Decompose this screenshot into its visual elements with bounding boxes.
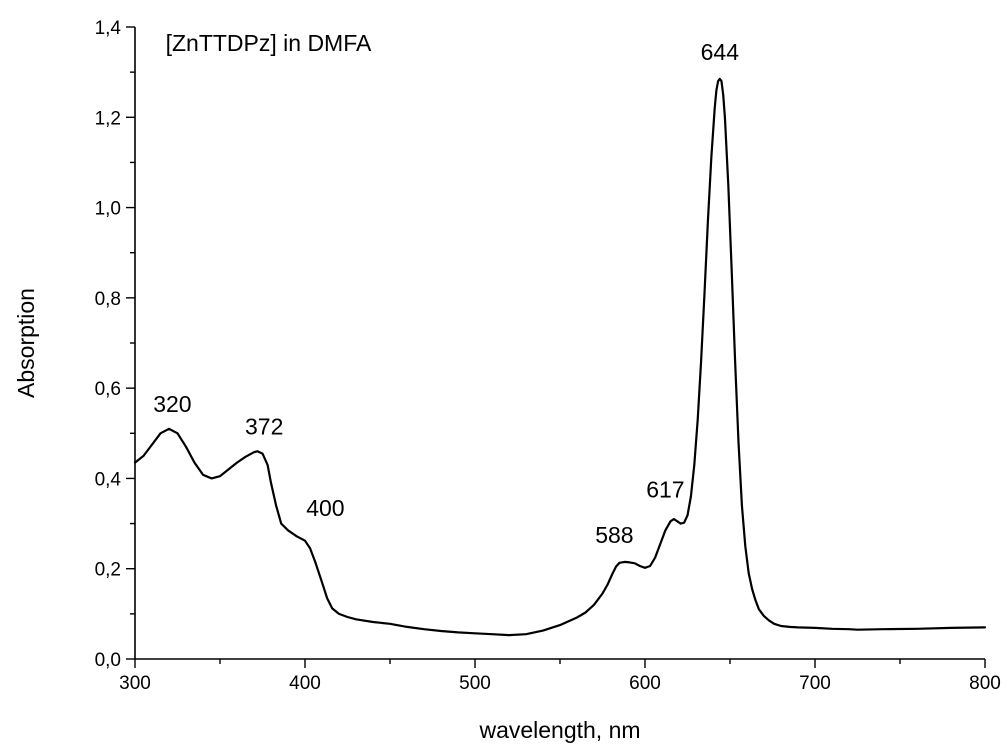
y-tick-label: 0,4 <box>95 469 122 490</box>
x-tick-label: 300 <box>119 673 151 694</box>
x-tick-label: 400 <box>289 673 321 694</box>
x-tick-label: 600 <box>629 673 661 694</box>
y-tick-label: 1,4 <box>95 18 122 39</box>
y-tick-label: 0,0 <box>95 650 121 671</box>
peak-label: 588 <box>595 522 633 548</box>
sample-label: [ZnTTDPz] in DMFA <box>166 30 372 56</box>
minor-ticks <box>130 71 901 664</box>
y-tick-label: 0,2 <box>95 560 121 581</box>
x-axis-title: wavelength, nm <box>478 717 640 743</box>
x-tick-label: 500 <box>459 673 491 694</box>
absorption-series-line <box>133 77 987 637</box>
x-tick-label: 700 <box>799 673 831 694</box>
peak-label: 644 <box>701 39 740 65</box>
y-tick-label: 0,6 <box>95 379 121 400</box>
peak-label: 617 <box>646 477 684 503</box>
y-tick-label: 1,0 <box>95 199 121 220</box>
peak-label: 400 <box>306 495 344 521</box>
y-tick-label: 0,8 <box>95 289 121 310</box>
y-tick-label: 1,2 <box>95 108 121 129</box>
x-axis: 300 400 500 600 700 800 <box>119 658 1001 694</box>
peak-label: 320 <box>153 391 191 417</box>
y-axis: 0,0 0,2 0,4 0,6 0,8 1,0 1,2 1,4 <box>95 18 136 671</box>
peak-label: 372 <box>245 414 283 440</box>
y-axis-title: Absorption <box>13 288 39 398</box>
x-tick-label: 800 <box>969 673 1001 694</box>
peak-annotations: [ZnTTDPz] in DMFA 320 372 400 588 617 644 <box>153 30 739 548</box>
